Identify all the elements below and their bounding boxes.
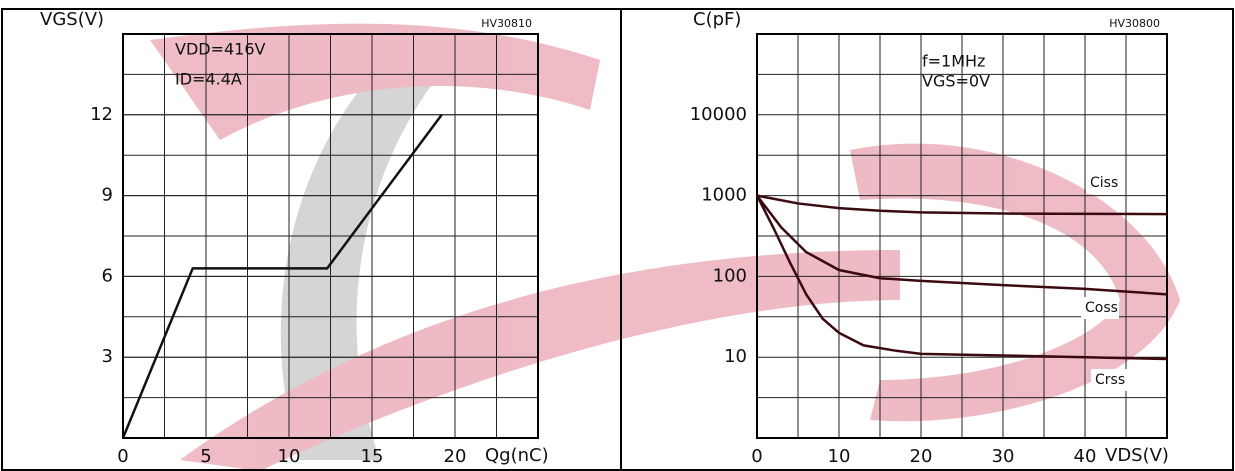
plot-frame bbox=[122, 33, 539, 439]
outer-frame bbox=[1, 8, 1234, 471]
series-line bbox=[755, 195, 1168, 361]
y-tick-label: 6 bbox=[102, 265, 113, 286]
series-label: Coss bbox=[1085, 300, 1118, 316]
series-line bbox=[756, 194, 1168, 296]
y-axis-label: VGS(V) bbox=[40, 9, 104, 30]
x-tick-label: 5 bbox=[200, 446, 211, 467]
x-tick-label: 20 bbox=[444, 446, 467, 467]
x-tick-label: 20 bbox=[910, 446, 933, 467]
y-tick-label: 10000 bbox=[690, 104, 747, 125]
y-tick-label: 9 bbox=[102, 185, 113, 206]
y-tick-label: 100 bbox=[713, 265, 747, 286]
x-tick-label: 10 bbox=[828, 446, 851, 467]
series-label-box bbox=[1081, 297, 1119, 319]
y-axis-label: C(pF) bbox=[693, 9, 741, 30]
x-axis-label: VDS(V) bbox=[1105, 445, 1169, 466]
plot-frame bbox=[756, 33, 1168, 439]
series-line bbox=[756, 194, 1168, 216]
y-tick-label: 12 bbox=[90, 104, 113, 125]
annotation: VDD=416V bbox=[175, 40, 266, 59]
x-tick-label: 30 bbox=[992, 446, 1015, 467]
series-label-box bbox=[1086, 172, 1124, 194]
x-tick-label: 15 bbox=[361, 446, 384, 467]
series-line bbox=[121, 114, 443, 439]
y-tick-label: 3 bbox=[102, 346, 113, 367]
x-tick-label: 0 bbox=[117, 446, 128, 467]
y-tick-label: 1000 bbox=[701, 185, 747, 206]
annotation: f=1MHz bbox=[922, 52, 985, 71]
chart-code: HV30800 bbox=[1109, 17, 1160, 30]
watermark bbox=[150, 23, 1180, 471]
annotation: VGS=0V bbox=[922, 72, 990, 91]
series-label: Crss bbox=[1095, 372, 1125, 388]
series-label-box bbox=[1091, 369, 1129, 391]
x-axis-label: Qg(nC) bbox=[485, 445, 549, 466]
x-tick-label: 10 bbox=[278, 446, 301, 467]
series-label: Ciss bbox=[1090, 175, 1118, 191]
annotation: ID=4.4A bbox=[175, 70, 242, 89]
y-tick-label: 10 bbox=[724, 346, 747, 367]
x-tick-label: 0 bbox=[751, 446, 762, 467]
chart-code: HV30810 bbox=[481, 17, 532, 30]
x-tick-label: 40 bbox=[1074, 446, 1097, 467]
